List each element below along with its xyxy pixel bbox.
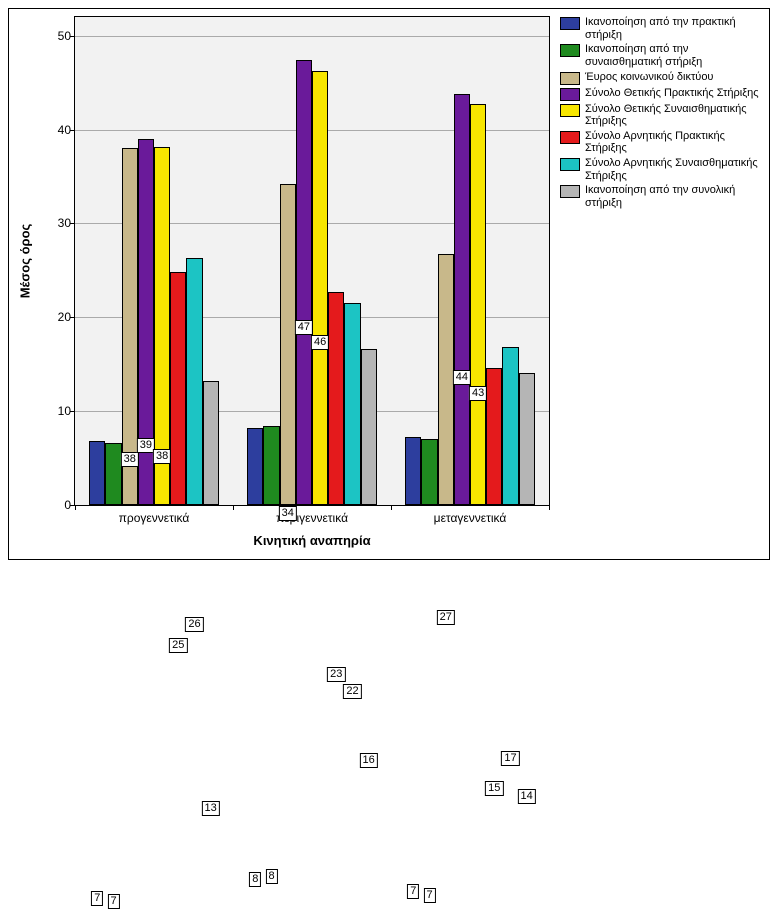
ytick-label: 30 (58, 216, 71, 230)
bar: 26 (186, 258, 202, 505)
bar-value-label: 27 (437, 610, 455, 625)
legend-text: Έυρος κοινωνικού δικτύου (585, 71, 713, 84)
bar-value-label: 38 (153, 449, 171, 464)
bar-value-label: 7 (407, 884, 419, 899)
legend-item: Σύνολο Θετικής Συναισθηματικής Στήριξης (560, 103, 760, 128)
bar-value-label: 38 (121, 452, 139, 467)
bar: 8 (263, 426, 279, 505)
bar: 38 (122, 148, 138, 505)
bar: 14 (519, 373, 535, 505)
bar: 22 (344, 303, 360, 505)
legend-text: Σύνολο Θετικής Πρακτικής Στήριξης (585, 87, 759, 100)
bar: 39 (138, 139, 154, 505)
xtick-mark (391, 505, 392, 510)
bar-value-label: 7 (423, 888, 435, 903)
bar: 34 (280, 184, 296, 505)
xaxis-title: Κινητική αναπηρία (253, 533, 370, 548)
bar: 25 (170, 272, 186, 505)
legend-swatch (560, 72, 580, 85)
bar-value-label: 26 (185, 617, 203, 632)
bar: 47 (296, 60, 312, 505)
xtick-mark (233, 505, 234, 510)
legend-item: Ικανοποίηση από την συναισθηματική στήρι… (560, 43, 760, 68)
bar-value-label: 7 (91, 891, 103, 906)
ytick-label: 20 (58, 310, 71, 324)
bar-value-label: 8 (265, 869, 277, 884)
legend-text: Σύνολο Αρνητικής Συναισθηματικής Στήριξη… (585, 157, 760, 182)
bar: 17 (502, 347, 518, 505)
legend-swatch (560, 185, 580, 198)
ytick-label: 50 (58, 29, 71, 43)
plot-area: Μέσος όρος Κινητική αναπηρία 01020304050… (74, 16, 550, 506)
xcat-label: μεταγεννετικά (434, 511, 507, 525)
bar-value-label: 44 (453, 370, 471, 385)
bar-value-label: 15 (485, 781, 503, 796)
bar-value-label: 34 (279, 506, 297, 521)
bar: 15 (486, 368, 502, 505)
bar: 38 (154, 147, 170, 505)
legend-text: Σύνολο Αρνητικής Πρακτικής Στήριξης (585, 130, 760, 155)
bar: 44 (454, 94, 470, 505)
legend-item: Σύνολο Θετικής Πρακτικής Στήριξης (560, 87, 760, 101)
xtick-mark (75, 505, 76, 510)
legend-text: Ικανοποίηση από την συνολική στήριξη (585, 184, 760, 209)
bar: 43 (470, 104, 486, 505)
bar-value-label: 16 (360, 753, 378, 768)
legend-text: Ικανοποίηση από την συναισθηματική στήρι… (585, 43, 760, 68)
gridline (75, 36, 549, 37)
bar: 46 (312, 71, 328, 506)
ytick-mark (70, 317, 75, 318)
legend: Ικανοποίηση από την πρακτική στήριξηΙκαν… (560, 16, 760, 212)
bar-value-label: 47 (295, 320, 313, 335)
legend-swatch (560, 158, 580, 171)
xtick-mark (549, 505, 550, 510)
chart-container: Μέσος όρος Κινητική αναπηρία 01020304050… (0, 0, 779, 569)
bar-value-label: 7 (107, 894, 119, 909)
bar-value-label: 46 (311, 335, 329, 350)
legend-swatch (560, 104, 580, 117)
bar: 8 (247, 428, 263, 505)
bar: 13 (203, 381, 219, 505)
bar: 23 (328, 292, 344, 505)
bar: 7 (105, 443, 121, 505)
ytick-mark (70, 130, 75, 131)
legend-swatch (560, 44, 580, 57)
bar-value-label: 25 (169, 638, 187, 653)
bar: 16 (361, 349, 377, 505)
bar-value-label: 8 (249, 872, 261, 887)
legend-swatch (560, 17, 580, 30)
bar-value-label: 23 (327, 667, 345, 682)
bar: 7 (89, 441, 105, 505)
ytick-mark (70, 36, 75, 37)
bar-value-label: 13 (202, 801, 220, 816)
legend-item: Ικανοποίηση από την πρακτική στήριξη (560, 16, 760, 41)
ytick-mark (70, 411, 75, 412)
bar: 7 (421, 439, 437, 505)
ytick-label: 40 (58, 123, 71, 137)
legend-item: Σύνολο Αρνητικής Συναισθηματικής Στήριξη… (560, 157, 760, 182)
bar-value-label: 22 (343, 684, 361, 699)
legend-text: Ικανοποίηση από την πρακτική στήριξη (585, 16, 760, 41)
bar: 7 (405, 437, 421, 506)
legend-item: Ικανοποίηση από την συνολική στήριξη (560, 184, 760, 209)
xcat-label: προγεννετικά (119, 511, 190, 525)
bar: 27 (438, 254, 454, 506)
legend-item: Έυρος κοινωνικού δικτύου (560, 71, 760, 85)
ytick-mark (70, 223, 75, 224)
legend-item: Σύνολο Αρνητικής Πρακτικής Στήριξης (560, 130, 760, 155)
bar-value-label: 14 (518, 789, 536, 804)
bar-value-label: 43 (469, 386, 487, 401)
legend-swatch (560, 88, 580, 101)
ytick-label: 10 (58, 404, 71, 418)
bar-value-label: 17 (501, 751, 519, 766)
yaxis-title: Μέσος όρος (18, 224, 33, 299)
legend-swatch (560, 131, 580, 144)
legend-text: Σύνολο Θετικής Συναισθηματικής Στήριξης (585, 103, 760, 128)
